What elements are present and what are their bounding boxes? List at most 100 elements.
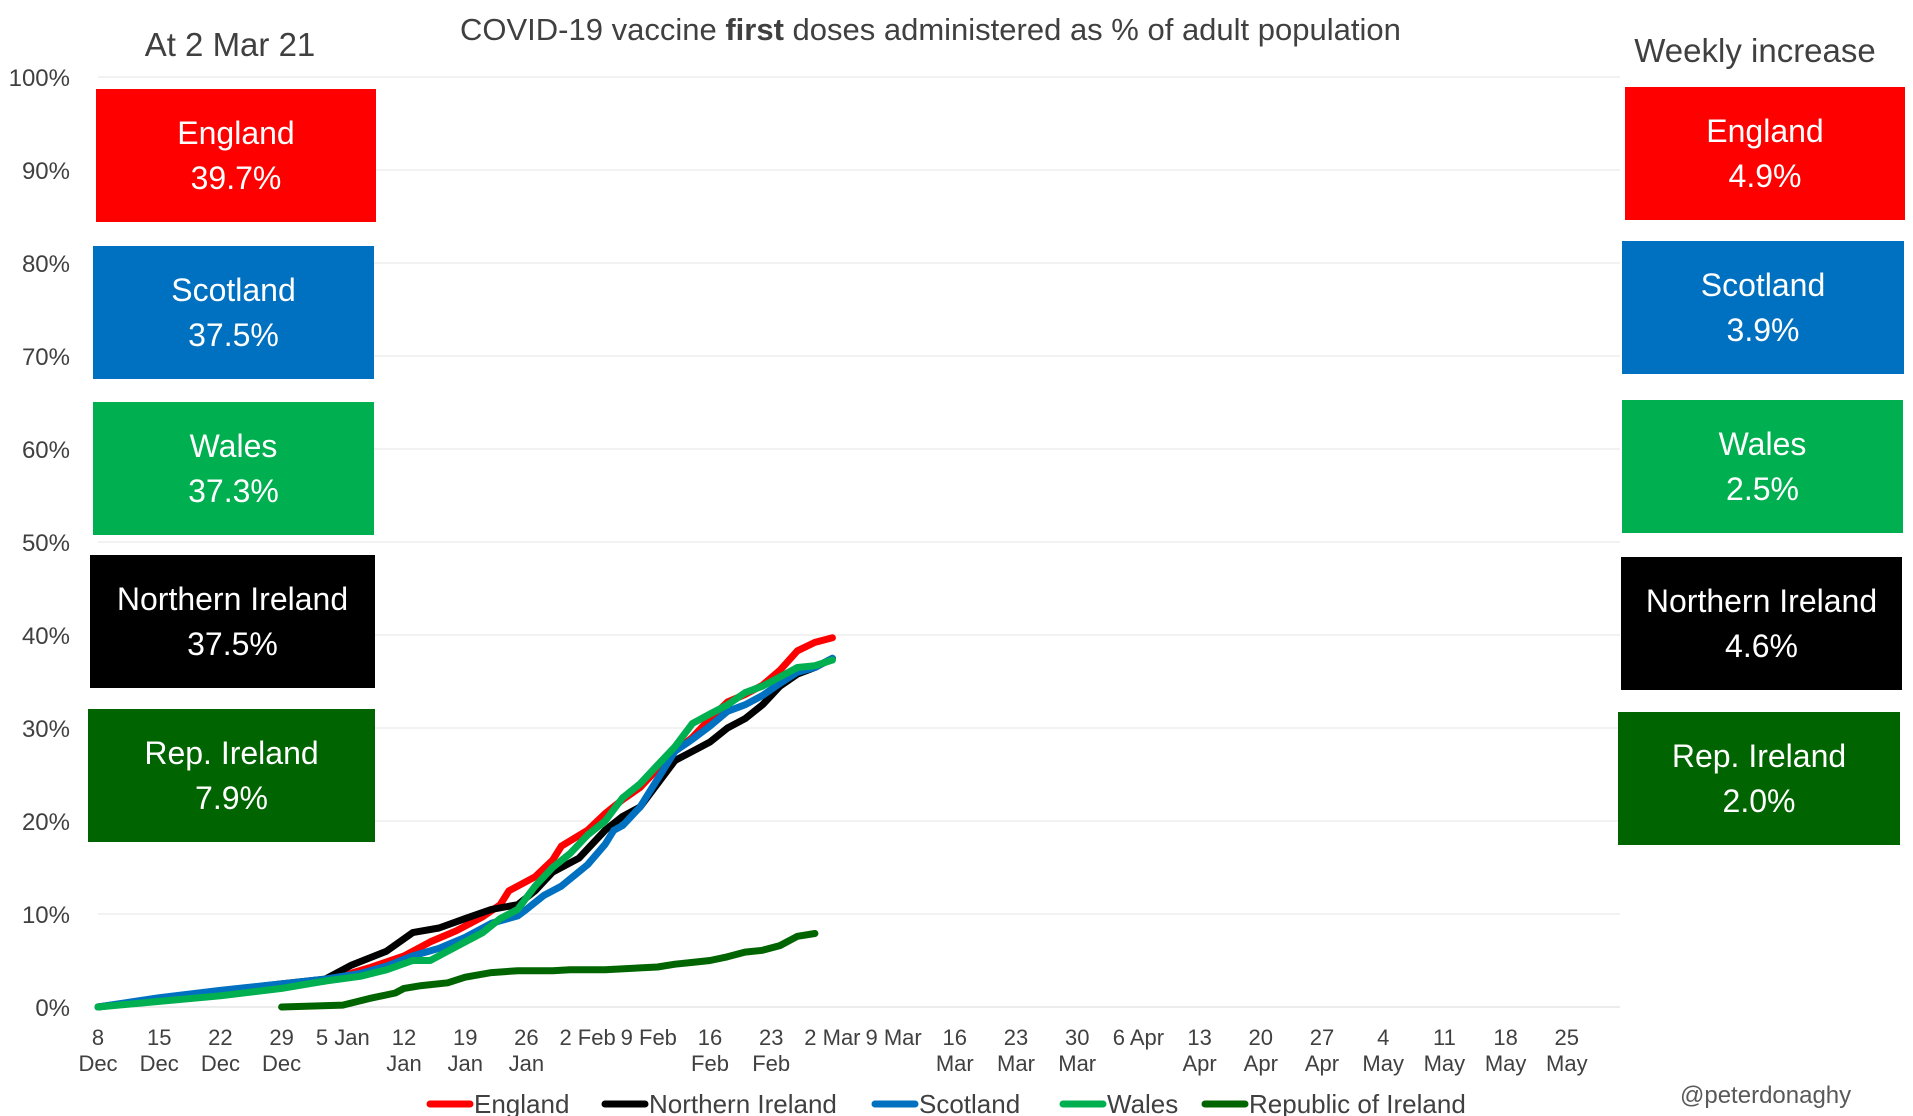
x-tick-label: 29: [269, 1025, 293, 1050]
x-tick-label: 6 Apr: [1113, 1025, 1164, 1050]
y-tick-label: 10%: [22, 902, 70, 929]
y-tick-label: 80%: [22, 251, 70, 278]
x-tick-label: 20: [1249, 1025, 1273, 1050]
x-tick-label: 12: [392, 1025, 416, 1050]
current-box-value: 37.3%: [188, 472, 279, 509]
legend-label: Scotland: [919, 1089, 1020, 1116]
x-tick-label: 27: [1310, 1025, 1334, 1050]
legend: England Northern Ireland Scotland Wales Repu…: [426, 1089, 1466, 1116]
legend-label: Republic of Ireland: [1249, 1089, 1466, 1116]
weekly-box-label: Northern Ireland: [1645, 582, 1878, 619]
current-box-rep-ireland: Rep. Ireland 7.9%: [88, 709, 375, 842]
x-tick-label: Jan: [509, 1051, 544, 1076]
x-tick-label: Jan: [447, 1051, 482, 1076]
y-tick-label: 40%: [22, 623, 70, 650]
y-tick-label: 20%: [22, 809, 70, 836]
y-tick-label: 60%: [22, 437, 70, 464]
x-tick-label: 11: [1433, 1025, 1456, 1050]
x-tick-label: May: [1546, 1051, 1588, 1076]
x-tick-label: 23: [1004, 1025, 1028, 1050]
weekly-increase-header: Weekly increase: [1634, 32, 1876, 69]
current-box-value: 7.9%: [195, 779, 268, 816]
x-tick-label: 8: [92, 1025, 104, 1050]
x-tick-label: 22: [208, 1025, 232, 1050]
x-tick-label: May: [1485, 1051, 1527, 1076]
weekly-box-label: Wales: [1718, 425, 1807, 462]
weekly-box-northern-ireland: Northern Ireland 4.6%: [1621, 557, 1902, 690]
current-box-label: Rep. Ireland: [144, 734, 319, 771]
weekly-box-rep-ireland: Rep. Ireland 2.0%: [1618, 712, 1900, 845]
current-box-wales: Wales 37.3%: [93, 402, 374, 535]
x-tick-label: May: [1424, 1051, 1466, 1076]
weekly-box-label: Scotland: [1700, 266, 1826, 303]
y-tick-label: 100%: [9, 65, 70, 92]
weekly-box-label: Rep. Ireland: [1671, 737, 1847, 774]
x-tick-label: Dec: [140, 1051, 179, 1076]
y-tick-label: 50%: [22, 530, 70, 557]
x-tick-label: Apr: [1305, 1051, 1339, 1076]
x-tick-label: Dec: [262, 1051, 301, 1076]
legend-label: Wales: [1107, 1089, 1178, 1116]
chart-title: COVID-19 vaccine first doses administere…: [460, 12, 1401, 47]
weekly-box-scotland: Scotland 3.9%: [1622, 241, 1904, 374]
weekly-box-label: England: [1706, 112, 1824, 149]
x-tick-label: 2 Mar: [804, 1025, 860, 1050]
x-tick-label: Jan: [386, 1051, 421, 1076]
current-box-value: 37.5%: [188, 316, 279, 353]
x-tick-label: Apr: [1182, 1051, 1216, 1076]
x-tick-label: 9 Mar: [865, 1025, 921, 1050]
y-tick-label: 90%: [22, 158, 70, 185]
current-box-label: Wales: [189, 427, 278, 464]
x-tick-label: 16: [943, 1025, 967, 1050]
weekly-box-value: 4.9%: [1728, 157, 1802, 194]
x-tick-label: Mar: [997, 1051, 1035, 1076]
current-box-label: England: [177, 114, 295, 151]
series-lines: [94, 634, 836, 1011]
weekly-box-value: 4.6%: [1725, 627, 1798, 664]
x-tick-label: 30: [1065, 1025, 1089, 1050]
x-tick-label: Mar: [1058, 1051, 1096, 1076]
x-tick-label: Feb: [752, 1051, 790, 1076]
series-line-northern-ireland: [94, 654, 836, 1011]
current-box-northern-ireland: Northern Ireland 37.5%: [90, 555, 375, 688]
x-tick-label: 5 Jan: [316, 1025, 370, 1050]
series-line-wales: [94, 656, 836, 1011]
x-tick-label: Dec: [201, 1051, 240, 1076]
x-tick-label: 26: [514, 1025, 538, 1050]
x-tick-label: 4: [1377, 1025, 1389, 1050]
x-tick-label: 25: [1555, 1025, 1579, 1050]
x-tick-label: Dec: [78, 1051, 117, 1076]
x-tick-label: May: [1362, 1051, 1404, 1076]
weekly-box-england: England 4.9%: [1625, 87, 1905, 220]
y-tick-label: 0%: [35, 995, 70, 1022]
x-tick-label: 16: [698, 1025, 722, 1050]
y-tick-label: 70%: [22, 344, 70, 371]
x-tick-label: Mar: [936, 1051, 974, 1076]
x-tick-label: 18: [1493, 1025, 1517, 1050]
y-tick-label: 30%: [22, 716, 70, 743]
x-tick-label: 19: [453, 1025, 477, 1050]
x-tick-label: 23: [759, 1025, 783, 1050]
current-box-scotland: Scotland 37.5%: [93, 246, 374, 379]
x-tick-label: Feb: [691, 1051, 729, 1076]
weekly-box-value: 3.9%: [1726, 311, 1800, 348]
current-box-label: Northern Ireland: [116, 580, 349, 617]
x-tick-label: Apr: [1244, 1051, 1278, 1076]
weekly-box-value: 2.0%: [1722, 782, 1796, 819]
date-header: At 2 Mar 21: [144, 26, 316, 63]
credit: @peterdonaghy: [1680, 1082, 1852, 1109]
x-tick-label: 2 Feb: [559, 1025, 615, 1050]
current-box-label: Scotland: [171, 271, 296, 308]
weekly-box-wales: Wales 2.5%: [1622, 400, 1903, 533]
y-axis-ticks: 0% 10% 20% 30% 40% 50% 60% 70% 80% 90% 100%: [9, 65, 70, 1022]
current-box-value: 37.5%: [187, 625, 278, 662]
current-box-value: 39.7%: [190, 159, 282, 196]
x-tick-label: 13: [1187, 1025, 1211, 1050]
legend-label: England: [474, 1089, 569, 1116]
series-line-republic-of-ireland: [278, 930, 819, 1011]
x-tick-label: 15: [147, 1025, 171, 1050]
x-tick-label: 9 Feb: [621, 1025, 677, 1050]
legend-label: Northern Ireland: [649, 1089, 837, 1116]
